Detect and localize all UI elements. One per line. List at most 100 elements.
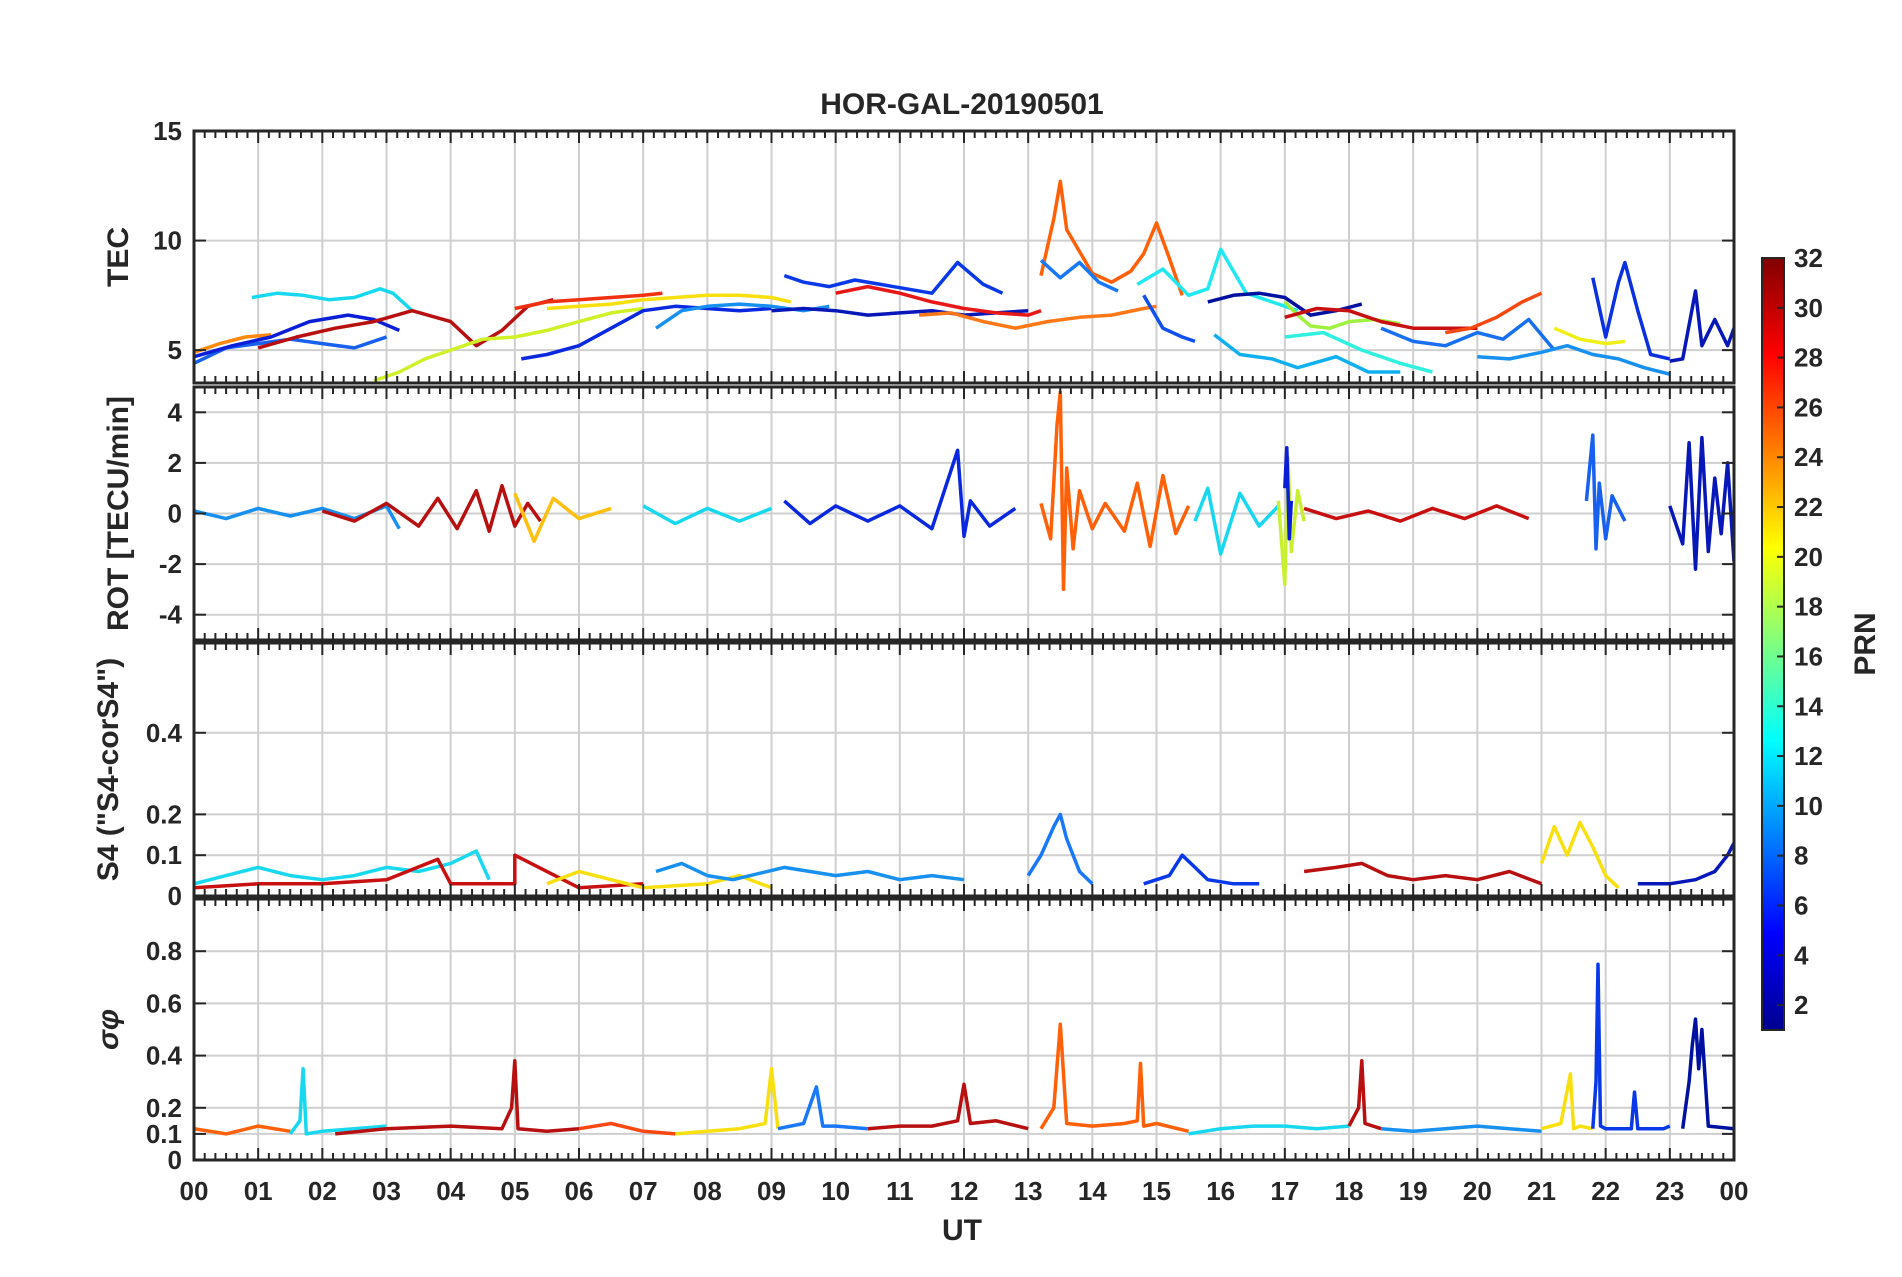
x-tick-label: 21: [1527, 1176, 1556, 1206]
series-line-prn-4: [783, 448, 1017, 539]
series-line-prn-19: [373, 306, 644, 383]
y-tick-label: 0: [168, 881, 182, 911]
x-tick-label: 11: [886, 1176, 914, 1206]
x-tick-label: 07: [629, 1176, 658, 1206]
series-line-prn-12: [1193, 486, 1280, 556]
series-line-prn-25: [1039, 179, 1184, 296]
colorbar-tick-label: 12: [1794, 741, 1823, 771]
colorbar-tick-label: 18: [1794, 592, 1823, 622]
series-line-prn-13: [1136, 247, 1299, 313]
series-line-prn-21: [1539, 820, 1620, 890]
series-line-prn-6: [1584, 433, 1627, 551]
colorbar-label: PRN: [1849, 612, 1882, 675]
series-line-prn-2: [1668, 435, 1734, 571]
series-line-prn-1: [1680, 1017, 1734, 1131]
colorbar-tick-label: 20: [1794, 542, 1823, 572]
series-line-prn-28: [835, 284, 1042, 317]
y-tick-label: -4: [159, 600, 183, 630]
colorbar-tick-label: 32: [1794, 243, 1823, 273]
colorbar-tick-label: 24: [1794, 442, 1823, 472]
series-line-prn-30: [867, 1082, 1029, 1131]
colorbar-tick-label: 8: [1794, 841, 1808, 871]
series-line-prn-4: [1591, 260, 1671, 361]
series-line-prn-23: [918, 304, 1157, 330]
y-tick-label: 0: [168, 1145, 182, 1175]
x-tick-label: 02: [308, 1176, 337, 1206]
series-line-prn-30: [257, 298, 554, 350]
y-tick-label: 10: [153, 226, 182, 256]
y-tick-label: -2: [159, 549, 182, 579]
series-line-prn-2: [771, 306, 1029, 317]
x-tick-label: 23: [1655, 1176, 1684, 1206]
series-group: [194, 179, 1734, 383]
series-line-prn-9: [1039, 259, 1119, 293]
y-axis-label: S4 ("S4-corS4"): [92, 658, 125, 882]
series-line-prn-2: [1637, 842, 1734, 886]
series-line-prn-27: [514, 291, 663, 311]
series-line-prn-10: [1380, 1124, 1542, 1134]
chart-title: HOR-GAL-20190501: [820, 88, 1103, 121]
series-group: [194, 812, 1734, 890]
series-line-prn-3: [194, 313, 400, 359]
series-line-prn-22: [513, 492, 612, 544]
series-line-prn-9: [777, 1085, 868, 1131]
series-line-prn-30: [335, 1059, 580, 1136]
series-line-prn-12: [194, 849, 491, 886]
series-line-prn-4: [521, 304, 772, 361]
series-line-prn-25: [1039, 390, 1191, 592]
x-tick-label: 01: [244, 1176, 273, 1206]
series-line-prn-29: [1303, 504, 1530, 523]
panel-0: 5 10 15 TEC: [102, 116, 1736, 385]
x-tick-label: 06: [565, 1176, 594, 1206]
x-tick-label: 09: [757, 1176, 786, 1206]
series-line-prn-30: [1347, 1059, 1382, 1131]
y-tick-label: 0: [168, 499, 182, 529]
series-line-prn-10: [194, 504, 401, 530]
colorbar-tick-label: 2: [1794, 990, 1808, 1020]
series-line-prn-21: [675, 1066, 780, 1136]
x-tick-label: 16: [1206, 1176, 1235, 1206]
y-tick-label: 5: [168, 335, 182, 365]
x-tick-label: 19: [1399, 1176, 1428, 1206]
series-line-prn-12: [251, 287, 414, 312]
x-tick-label: 05: [500, 1176, 529, 1206]
series-line-prn-12: [1188, 1124, 1350, 1136]
series-group: [194, 962, 1734, 1136]
series-line-prn-12: [642, 504, 773, 526]
y-tick-label: 0.8: [146, 936, 182, 966]
y-axis-label: σφ: [92, 1009, 125, 1050]
x-tick-label: 18: [1335, 1176, 1364, 1206]
colorbar-tick-label: 30: [1794, 293, 1823, 323]
series-line-prn-5: [1591, 962, 1671, 1131]
x-tick-labels: 00 01 02 03 04 05 06 07 08 09 10 11 12 13 14 15 16 17 18 19…: [180, 1176, 1749, 1206]
y-tick-label: 0.4: [146, 718, 183, 748]
series-line-prn-25: [1039, 1022, 1190, 1134]
series-line-prn-30: [321, 483, 542, 533]
panel-1: -4 -2 0 2 4 ROT [TECU/min]: [102, 385, 1736, 642]
series-line-prn-26: [578, 1121, 676, 1136]
series-line-prn-10: [1477, 343, 1671, 376]
series-line-prn-5: [783, 260, 1004, 295]
series-line-prn-20: [1553, 326, 1626, 346]
colorbar-tick-label: 26: [1794, 392, 1823, 422]
colorbar-tick-label: 16: [1794, 641, 1823, 671]
series-line-prn-26: [1445, 291, 1543, 335]
y-tick-label: 0.1: [146, 840, 182, 870]
y-tick-label: 0.2: [146, 1093, 182, 1123]
x-tick-label: 10: [821, 1176, 850, 1206]
y-tick-label: 0.1: [146, 1119, 182, 1149]
y-axis-label: TEC: [102, 227, 135, 287]
series-group: [194, 390, 1734, 592]
panel-2: 0 0.1 0.2 0.4 S4 ("S4-corS4"): [92, 641, 1736, 911]
x-tick-label: 08: [693, 1176, 722, 1206]
series-line-prn-30: [1303, 861, 1543, 886]
series-line-prn-14: [1284, 330, 1433, 374]
y-tick-label: 0.2: [146, 799, 182, 829]
series-line-prn-12: [288, 1066, 387, 1136]
series-line-prn-2: [1669, 289, 1734, 363]
x-tick-label: 12: [950, 1176, 979, 1206]
y-tick-label: 15: [153, 116, 182, 146]
colorbar-tick-label: 28: [1794, 343, 1823, 373]
